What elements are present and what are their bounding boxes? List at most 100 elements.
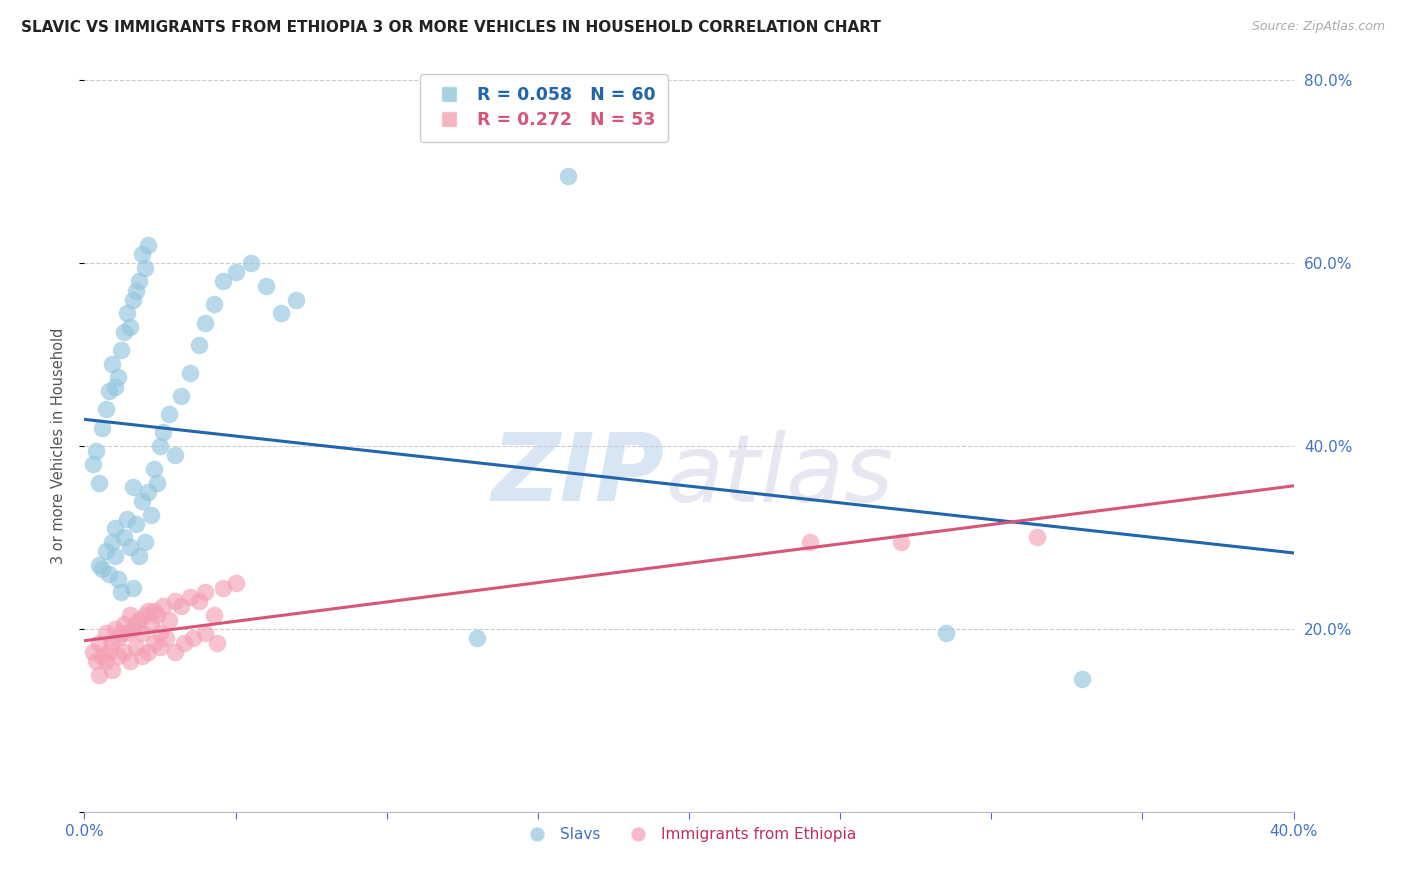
- Point: [128, 549, 150, 563]
- Point: [104, 622, 127, 636]
- Point: [112, 617, 135, 632]
- Point: [134, 535, 156, 549]
- Point: [89, 558, 111, 572]
- Point: [194, 585, 217, 599]
- Point: [115, 512, 138, 526]
- Point: [115, 626, 138, 640]
- Point: [202, 297, 225, 311]
- Point: [935, 626, 957, 640]
- Point: [128, 613, 150, 627]
- Point: [131, 649, 153, 664]
- Point: [125, 640, 148, 655]
- Point: [97, 645, 120, 659]
- Point: [134, 608, 156, 623]
- Point: [107, 631, 129, 645]
- Point: [165, 594, 187, 608]
- Point: [179, 590, 201, 604]
- Point: [194, 316, 217, 330]
- Point: [82, 457, 104, 471]
- Point: [125, 284, 148, 298]
- Point: [107, 649, 129, 664]
- Point: [225, 265, 247, 279]
- Point: [110, 626, 132, 640]
- Point: [149, 626, 172, 640]
- Point: [128, 275, 150, 289]
- Text: SLAVIC VS IMMIGRANTS FROM ETHIOPIA 3 OR MORE VEHICLES IN HOUSEHOLD CORRELATION C: SLAVIC VS IMMIGRANTS FROM ETHIOPIA 3 OR …: [21, 20, 882, 35]
- Point: [146, 608, 169, 623]
- Point: [89, 635, 111, 649]
- Point: [146, 475, 169, 490]
- Point: [104, 521, 127, 535]
- Point: [121, 581, 143, 595]
- Point: [142, 603, 165, 617]
- Point: [170, 389, 193, 403]
- Point: [212, 275, 235, 289]
- Point: [181, 631, 204, 645]
- Point: [91, 421, 114, 435]
- Point: [1071, 672, 1094, 686]
- Point: [86, 654, 108, 668]
- Point: [94, 654, 117, 668]
- Point: [107, 370, 129, 384]
- Point: [179, 366, 201, 380]
- Point: [110, 585, 132, 599]
- Point: [110, 343, 132, 357]
- Point: [94, 626, 117, 640]
- Legend: Slavs, Immigrants from Ethiopia: Slavs, Immigrants from Ethiopia: [516, 821, 862, 848]
- Point: [212, 581, 235, 595]
- Point: [112, 325, 135, 339]
- Point: [89, 667, 111, 681]
- Point: [94, 402, 117, 417]
- Point: [285, 293, 308, 307]
- Point: [139, 617, 162, 632]
- Point: [100, 635, 122, 649]
- Point: [136, 484, 159, 499]
- Point: [136, 645, 159, 659]
- Point: [104, 549, 127, 563]
- Point: [194, 626, 217, 640]
- Point: [118, 608, 141, 623]
- Point: [799, 535, 821, 549]
- Point: [97, 384, 120, 398]
- Point: [118, 654, 141, 668]
- Point: [118, 540, 141, 554]
- Point: [125, 516, 148, 531]
- Point: [239, 256, 262, 270]
- Point: [152, 425, 174, 440]
- Point: [91, 562, 114, 576]
- Point: [121, 293, 143, 307]
- Point: [112, 645, 135, 659]
- Text: ZIP: ZIP: [492, 429, 665, 521]
- Point: [890, 535, 912, 549]
- Point: [152, 599, 174, 613]
- Point: [94, 544, 117, 558]
- Point: [115, 306, 138, 320]
- Point: [136, 603, 159, 617]
- Point: [142, 462, 165, 476]
- Point: [121, 480, 143, 494]
- Point: [157, 407, 180, 421]
- Point: [173, 635, 195, 649]
- Y-axis label: 3 or more Vehicles in Household: 3 or more Vehicles in Household: [51, 328, 66, 564]
- Point: [100, 357, 122, 371]
- Point: [1025, 530, 1047, 544]
- Point: [131, 626, 153, 640]
- Point: [82, 645, 104, 659]
- Point: [118, 320, 141, 334]
- Text: Source: ZipAtlas.com: Source: ZipAtlas.com: [1251, 20, 1385, 33]
- Point: [86, 443, 108, 458]
- Point: [134, 260, 156, 275]
- Point: [165, 645, 187, 659]
- Point: [225, 576, 247, 591]
- Point: [91, 649, 114, 664]
- Point: [131, 494, 153, 508]
- Point: [188, 594, 211, 608]
- Point: [125, 617, 148, 632]
- Point: [207, 635, 229, 649]
- Point: [107, 572, 129, 586]
- Point: [121, 622, 143, 636]
- Point: [467, 631, 489, 645]
- Point: [254, 279, 277, 293]
- Text: atlas: atlas: [665, 430, 893, 521]
- Point: [557, 169, 579, 184]
